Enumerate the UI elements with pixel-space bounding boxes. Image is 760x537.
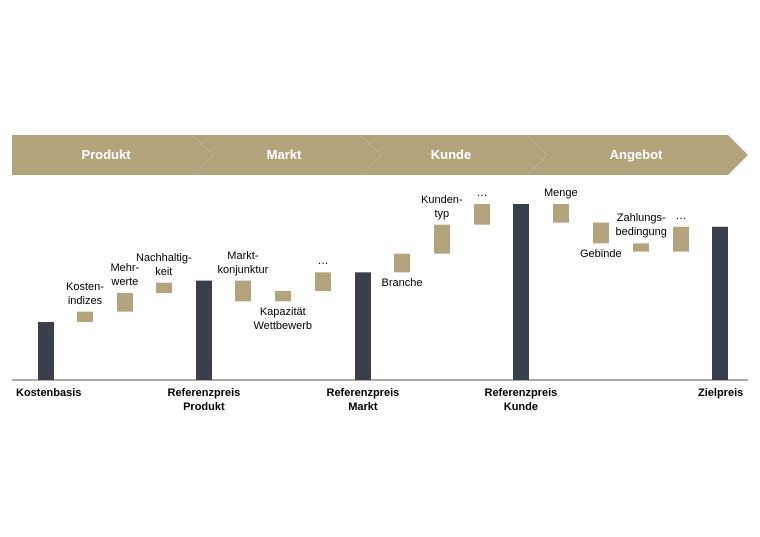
step-label-line: keit [155,265,173,278]
step-bar [235,280,251,302]
chevron-kunde [361,135,547,175]
step-bar [474,204,490,225]
pillar-label-line: Markt [348,401,378,413]
chevron-angebot [527,135,748,175]
pillar-label-line: Zielpreis [698,387,744,399]
step-label: Mehr-werte [111,261,140,289]
pillar-bar [513,204,529,380]
pillar-label-line: Produkt [183,401,225,413]
pillar-label: Referenzpreis Markt [327,386,400,414]
step-label: … [676,209,687,223]
step-bar [394,253,410,273]
step-bar [77,311,93,323]
step-label: Branche [382,276,423,290]
step-label: … [318,254,329,268]
phase-label-markt: Markt [266,147,302,162]
pillar-label-line: Referenzpreis [484,387,558,399]
pillar-label: Referenzpreis Kunde [485,386,558,414]
step-label-line: Kunden- [421,193,463,206]
pillar-bar [196,280,212,380]
step-bar [434,224,450,254]
step-label: … [477,186,488,200]
step-label-line: Zahlungs- [616,212,666,225]
step-label: Menge [544,186,578,200]
step-label-line: Mehr- [110,262,140,275]
step-label-line: werte [111,276,139,289]
step-bar [673,226,689,252]
step-label-line: typ [434,207,450,220]
step-bar [593,222,609,244]
step-label-line: Kapazität [259,306,306,319]
step-label-line: bedingung [615,226,667,239]
step-bar [633,243,649,252]
step-bar [275,290,291,302]
step-label: Kapazität Wettbewerb [254,305,313,333]
pillar-label-line: Kunde [503,401,538,413]
pillar-label: Referenzpreis Produkt [168,386,241,414]
step-label-line: indizes [67,294,103,307]
pillar-label-line: Referenzpreis [167,387,241,399]
pillar-label-line: Kostenbasis [16,387,82,399]
pillar-label: Zielpreis [698,386,743,400]
chevron-markt [193,135,381,175]
step-label-line: Menge [544,187,578,199]
step-label-line: konjunktur [217,263,269,276]
phase-label-angebot: Angebot [609,147,663,162]
step-bar [553,204,569,223]
step-label-line: … [317,255,329,268]
pillar-label-line: Referenzpreis [326,387,400,399]
step-label-line: Wettbewerb [253,320,313,333]
step-label: Zahlungs-bedingung [616,211,667,239]
step-label: Kunden-typ [421,193,463,221]
pillar-bar [355,272,371,380]
step-label-line: Markt- [227,249,259,262]
step-label-line: Branche [381,277,423,290]
step-label-line: Nachhaltig- [136,251,192,264]
chevron-produkt [12,135,213,175]
phase-label-kunde: Kunde [430,147,472,162]
step-label: Nachhaltig-keit [136,251,192,279]
pillar-bar [712,226,728,380]
step-label-line: … [675,209,687,222]
pillar-bar [38,322,54,380]
step-label: Markt-konjunktur [218,249,269,277]
step-bar [156,282,172,294]
step-label-line: Kosten- [66,280,104,293]
step-label-line: … [476,187,488,199]
pillar-label: Kostenbasis [16,386,81,400]
step-bar [117,293,133,312]
phase-label-produkt: Produkt [81,147,131,162]
step-label: Kosten-indizes [66,280,104,308]
step-label: Gebinde [580,247,622,261]
step-label-line: Gebinde [580,248,622,261]
step-bar [315,272,331,291]
